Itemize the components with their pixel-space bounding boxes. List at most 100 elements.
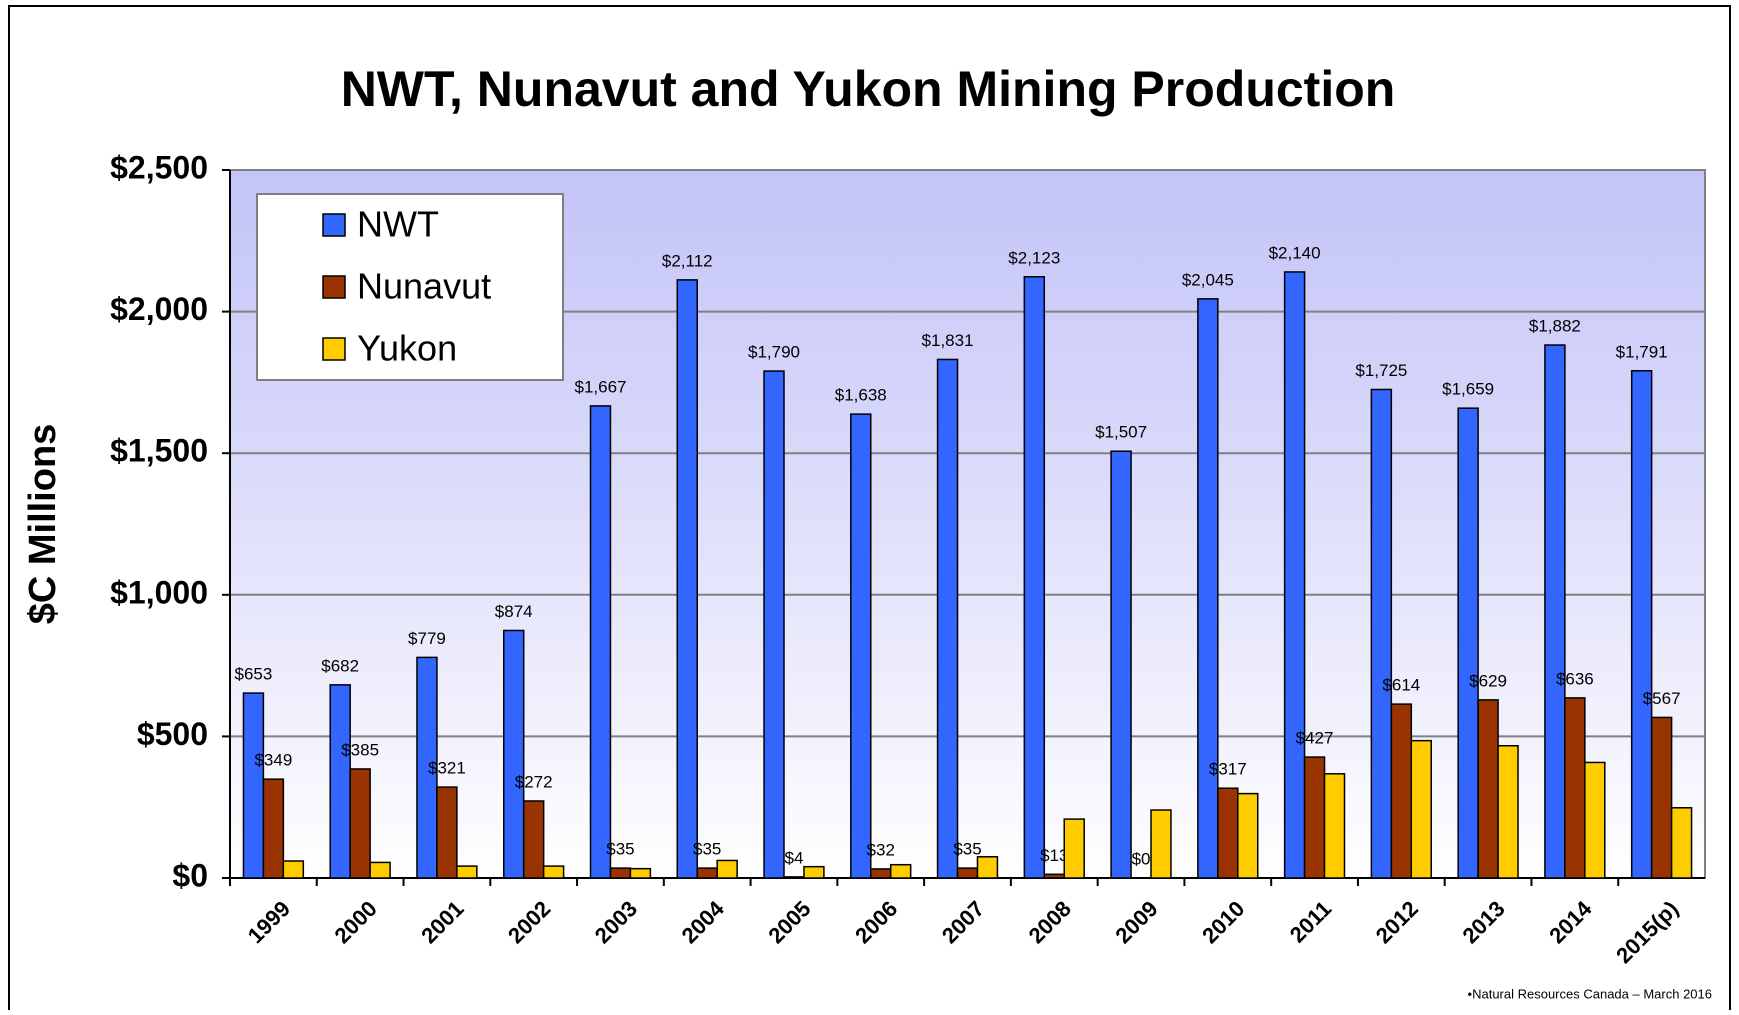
bar xyxy=(763,370,785,879)
bar xyxy=(1584,761,1606,879)
source-note: •Natural Resources Canada – March 2016 xyxy=(1468,986,1712,1001)
bar xyxy=(1197,298,1219,879)
value-label: $1,507 xyxy=(1095,423,1147,442)
bar xyxy=(1457,407,1479,879)
bar xyxy=(1063,818,1085,879)
bar xyxy=(1150,809,1172,879)
y-tick-label: $500 xyxy=(137,716,208,752)
value-label: $385 xyxy=(341,740,379,759)
bar xyxy=(1043,873,1065,879)
bar xyxy=(436,786,458,879)
bar xyxy=(542,865,565,879)
y-tick-label: $2,500 xyxy=(110,149,208,185)
bar xyxy=(329,684,351,879)
legend-swatch xyxy=(322,337,346,361)
legend-swatch xyxy=(322,275,346,299)
value-label: $35 xyxy=(953,840,981,859)
bar xyxy=(1650,716,1673,879)
value-label: $1,659 xyxy=(1442,380,1494,399)
value-label: $0 xyxy=(1132,849,1151,868)
legend-swatch xyxy=(322,213,346,237)
bar xyxy=(629,867,652,879)
value-label: $1,790 xyxy=(748,343,800,362)
bar xyxy=(850,413,872,879)
bar xyxy=(1370,388,1393,879)
bar xyxy=(522,800,545,879)
legend-label: Nunavut xyxy=(357,266,491,307)
value-label: $1,831 xyxy=(922,331,974,350)
value-label: $874 xyxy=(495,602,533,621)
value-label: $4 xyxy=(785,848,804,867)
value-label: $349 xyxy=(254,751,292,770)
legend-label: NWT xyxy=(357,204,439,245)
value-label: $321 xyxy=(428,759,466,778)
bar xyxy=(936,358,959,879)
bar xyxy=(783,876,805,879)
bar xyxy=(1323,773,1346,879)
bar xyxy=(1544,344,1566,879)
y-tick-label: $2,000 xyxy=(110,291,208,327)
value-label: $2,123 xyxy=(1008,248,1060,267)
bar xyxy=(1023,276,1046,879)
value-label: $614 xyxy=(1382,676,1420,695)
bar xyxy=(589,405,612,879)
legend-label: Yukon xyxy=(357,328,457,369)
y-axis-label: $C Millions xyxy=(22,424,64,625)
value-label: $13 xyxy=(1040,846,1068,865)
value-label: $2,140 xyxy=(1269,243,1321,262)
value-label: $682 xyxy=(321,656,359,675)
bar xyxy=(349,768,371,879)
legend-box xyxy=(256,193,564,381)
value-label: $1,791 xyxy=(1616,342,1668,361)
bar xyxy=(1217,787,1239,879)
value-label: $272 xyxy=(515,772,553,791)
value-label: $32 xyxy=(867,840,895,859)
bar xyxy=(1630,370,1653,879)
value-label: $2,045 xyxy=(1182,270,1234,289)
value-label: $35 xyxy=(606,840,634,859)
value-label: $636 xyxy=(1556,669,1594,688)
bar xyxy=(676,279,698,879)
bar xyxy=(976,856,999,879)
y-tick-label: $0 xyxy=(172,857,208,893)
value-label: $567 xyxy=(1643,689,1681,708)
bar xyxy=(696,867,718,879)
bar xyxy=(1110,450,1132,879)
bar xyxy=(369,861,391,879)
bar xyxy=(416,656,438,879)
value-label: $1,882 xyxy=(1529,317,1581,336)
value-label: $1,667 xyxy=(574,377,626,396)
bar xyxy=(262,778,285,879)
value-label: $653 xyxy=(235,665,273,684)
bar xyxy=(282,860,305,879)
bar xyxy=(1477,699,1499,879)
value-label: $1,725 xyxy=(1355,361,1407,380)
bar xyxy=(1670,807,1693,879)
bar xyxy=(242,692,265,879)
bar xyxy=(609,867,632,879)
bar xyxy=(1497,744,1519,879)
y-tick-label: $1,500 xyxy=(110,433,208,469)
bar xyxy=(1303,756,1326,879)
value-label: $35 xyxy=(693,840,721,859)
value-label: $1,638 xyxy=(835,386,887,405)
bar xyxy=(1237,792,1259,879)
bar xyxy=(870,868,892,879)
value-label: $2,112 xyxy=(662,251,713,270)
bar xyxy=(456,865,478,879)
bar xyxy=(803,865,825,879)
y-tick-label: $1,000 xyxy=(110,574,208,610)
value-label: $427 xyxy=(1296,729,1334,748)
value-label: $779 xyxy=(408,629,446,648)
chart-title: NWT, Nunavut and Yukon Mining Production xyxy=(341,61,1396,117)
bar xyxy=(1410,739,1433,879)
bar xyxy=(1283,271,1306,879)
bar xyxy=(716,859,738,879)
bar xyxy=(889,863,912,879)
bar xyxy=(502,629,525,879)
value-label: $629 xyxy=(1469,671,1507,690)
bar xyxy=(956,867,979,879)
bar xyxy=(1564,697,1586,879)
bar xyxy=(1390,703,1413,879)
